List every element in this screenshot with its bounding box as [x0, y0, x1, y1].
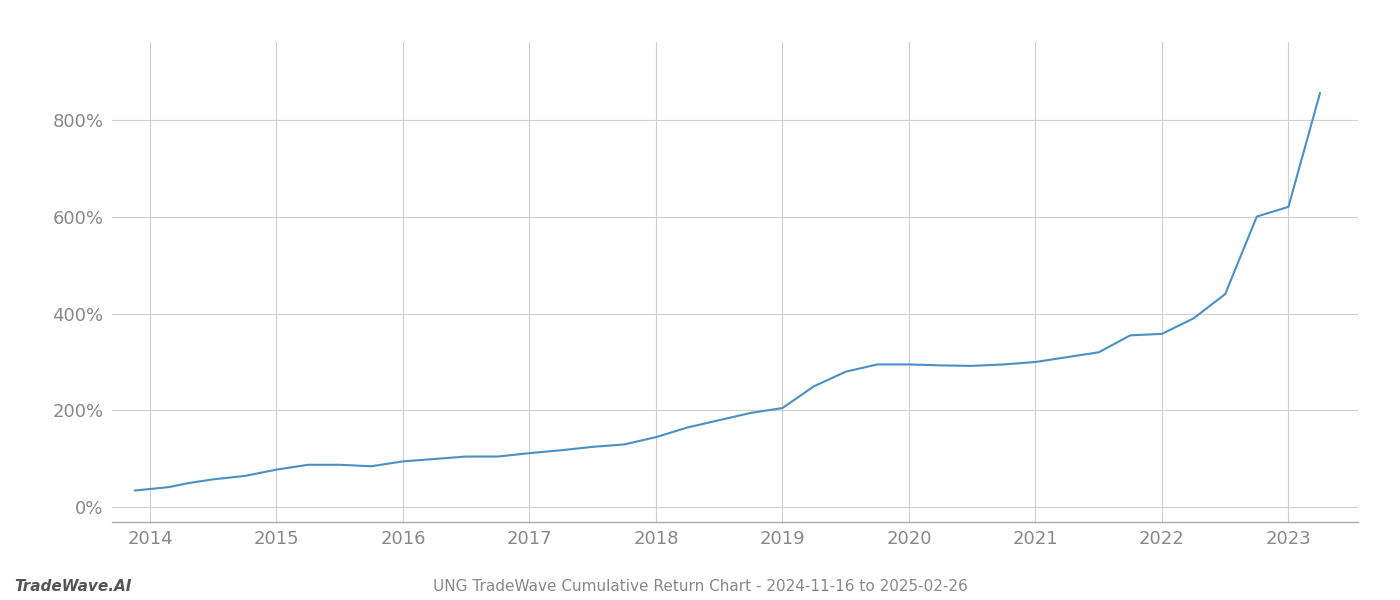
Text: TradeWave.AI: TradeWave.AI: [14, 579, 132, 594]
Text: UNG TradeWave Cumulative Return Chart - 2024-11-16 to 2025-02-26: UNG TradeWave Cumulative Return Chart - …: [433, 579, 967, 594]
